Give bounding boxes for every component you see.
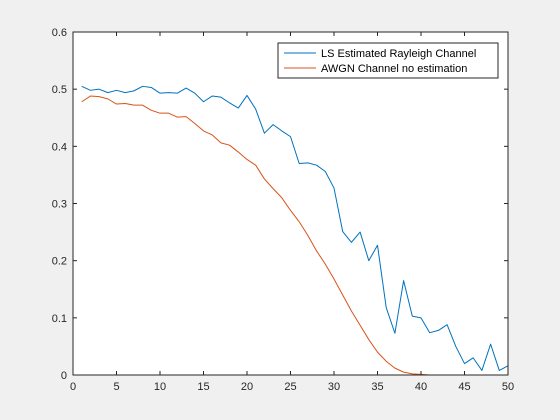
x-tick-label: 25 xyxy=(284,381,296,393)
x-tick-label: 45 xyxy=(458,381,470,393)
y-tick-label: 0.3 xyxy=(52,199,67,211)
x-tick-label: 20 xyxy=(241,381,253,393)
plot-area xyxy=(73,32,508,375)
y-tick-label: 0.1 xyxy=(52,313,67,325)
x-tick-label: 50 xyxy=(502,381,514,393)
x-tick-label: 0 xyxy=(70,381,76,393)
x-tick-label: 5 xyxy=(113,381,119,393)
legend-label-1: LS Estimated Rayleigh Channel xyxy=(321,48,476,60)
y-tick-label: 0.5 xyxy=(52,84,67,96)
x-tick-label: 40 xyxy=(415,381,427,393)
x-tick-label: 30 xyxy=(328,381,340,393)
x-tick-label: 10 xyxy=(154,381,166,393)
x-tick-label: 35 xyxy=(371,381,383,393)
y-tick-label: 0 xyxy=(61,370,67,382)
y-tick-label: 0.6 xyxy=(52,27,67,39)
y-tick-label: 0.2 xyxy=(52,256,67,268)
x-tick-label: 15 xyxy=(197,381,209,393)
y-tick-label: 0.4 xyxy=(52,141,67,153)
legend: LS Estimated Rayleigh Channel AWGN Channe… xyxy=(278,43,498,78)
legend-label-2: AWGN Channel no estimation xyxy=(321,63,467,75)
